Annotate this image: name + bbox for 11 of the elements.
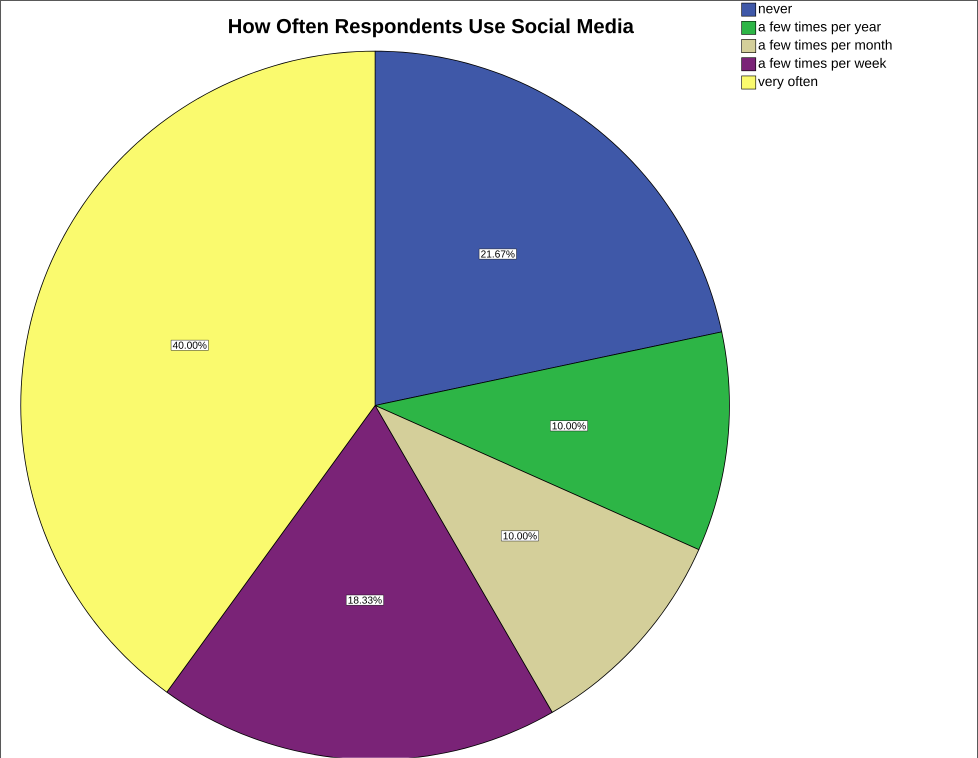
text: How Often Respondents Use Social Media: [229, 18, 634, 38]
data-label: 10.00%: [552, 422, 586, 430]
data-label: 10.00%: [504, 532, 537, 540]
legend-label: a few times per year: [758, 22, 881, 34]
data-label: 21.67%: [481, 250, 515, 258]
legend-label: a few times per month: [758, 40, 892, 53]
legend-label: very often: [758, 76, 818, 89]
data-label: 18.33%: [348, 596, 382, 604]
legend-label: a few times per week: [758, 58, 886, 71]
data-label: 40.00%: [172, 342, 207, 349]
legend-label: never: [758, 6, 792, 14]
